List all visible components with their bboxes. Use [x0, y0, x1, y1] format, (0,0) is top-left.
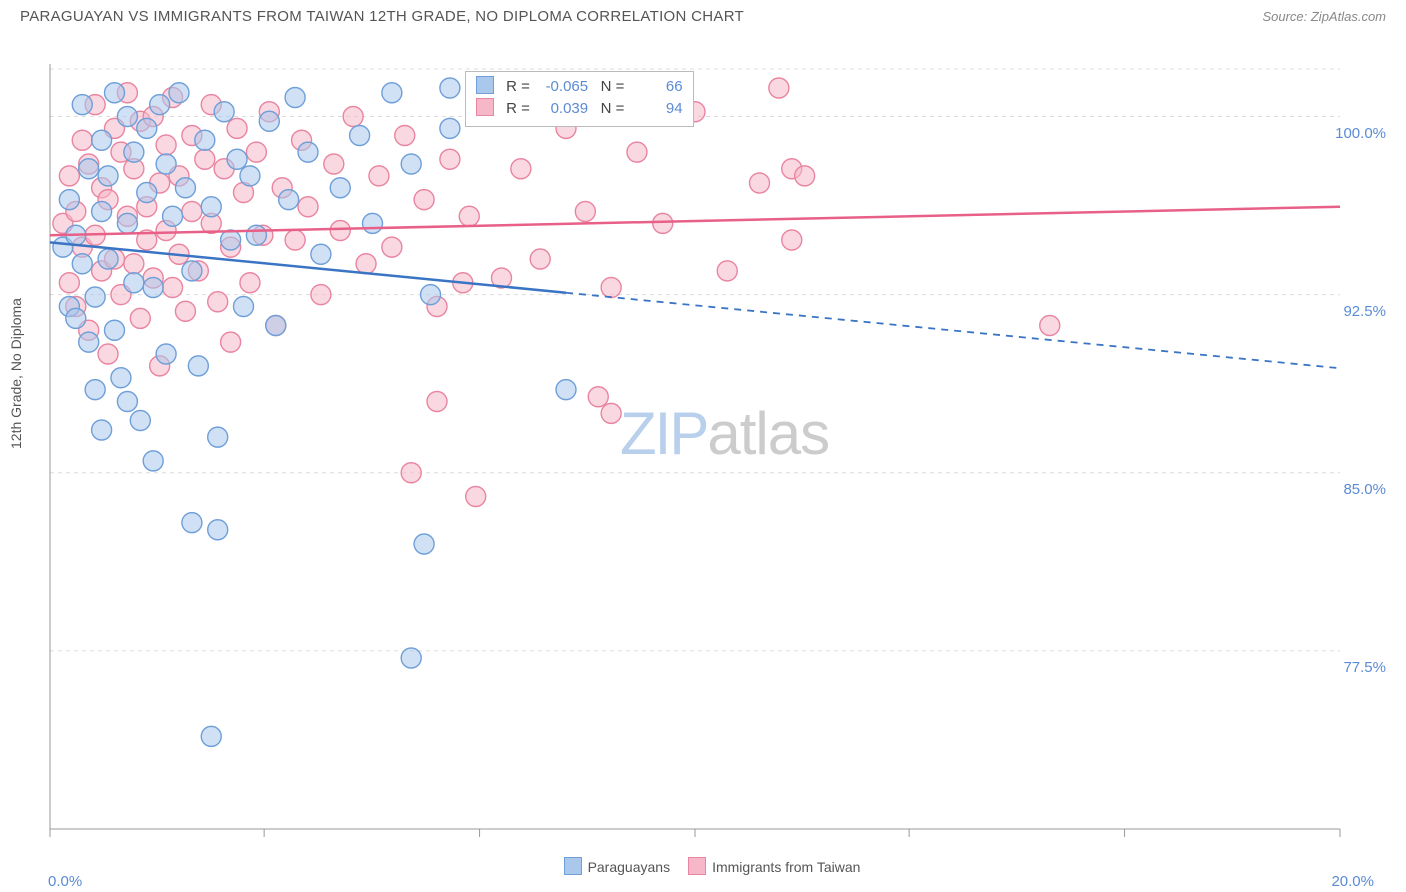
legend-label: Immigrants from Taiwan	[712, 859, 860, 875]
bottom-legend: Paraguayans Immigrants from Taiwan	[0, 857, 1406, 875]
stat-row: R = -0.065 N = 66	[476, 76, 683, 98]
correlation-stat-box: R = -0.065 N = 66 R = 0.039 N = 94	[465, 71, 694, 127]
x-min-label: 0.0%	[48, 873, 82, 890]
stat-row: R = 0.039 N = 94	[476, 98, 683, 120]
chart-area: 12th Grade, No Diploma ZIPatlas R = -0.0…	[0, 29, 1406, 879]
stat-swatch	[476, 76, 494, 94]
x-max-label: 20.0%	[1331, 873, 1374, 890]
legend-label: Paraguayans	[588, 859, 671, 875]
chart-source: Source: ZipAtlas.com	[1262, 9, 1386, 24]
chart-title: PARAGUAYAN VS IMMIGRANTS FROM TAIWAN 12T…	[20, 8, 744, 25]
scatter-chart	[0, 29, 1406, 839]
y-tick-label: 92.5%	[1343, 303, 1386, 320]
legend-swatch	[564, 857, 582, 875]
y-tick-label: 100.0%	[1335, 125, 1386, 142]
y-tick-label: 77.5%	[1343, 659, 1386, 676]
y-tick-label: 85.0%	[1343, 481, 1386, 498]
stat-swatch	[476, 98, 494, 116]
y-axis-label: 12th Grade, No Diploma	[8, 298, 24, 449]
legend-swatch	[688, 857, 706, 875]
